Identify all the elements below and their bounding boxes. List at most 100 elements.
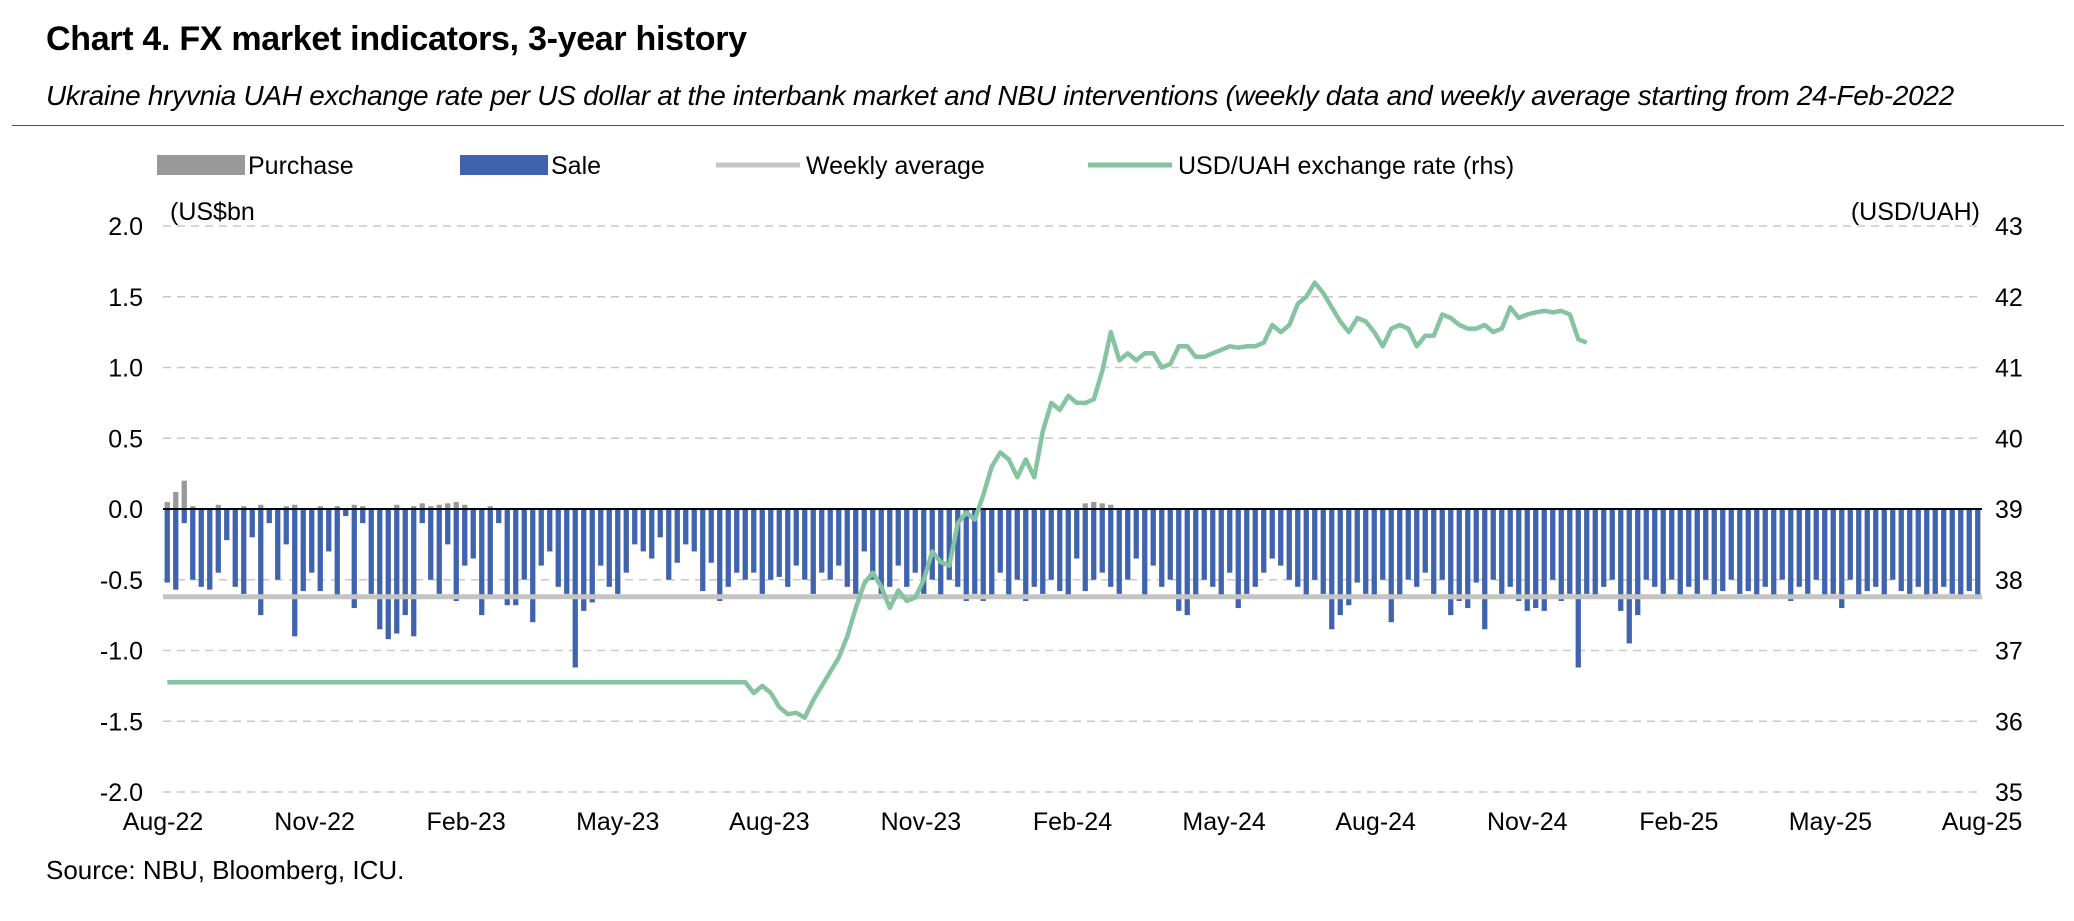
- sale-bar: [1660, 509, 1666, 594]
- sale-bar: [479, 509, 485, 616]
- sale-bar: [1771, 509, 1777, 597]
- sale-bar: [955, 509, 961, 587]
- sale-bar: [1278, 509, 1284, 566]
- sale-bar: [1856, 509, 1862, 597]
- sale-bar: [1269, 509, 1275, 559]
- sale-bar: [538, 509, 544, 566]
- sale-bar: [1380, 509, 1386, 580]
- sale-bar: [547, 509, 553, 552]
- right-tick-label: 38: [1995, 567, 2023, 595]
- sale-bar: [861, 509, 867, 552]
- sale-bar: [1864, 509, 1870, 592]
- source-note: Source: NBU, Bloomberg, ICU.: [46, 855, 405, 885]
- sale-bar: [1728, 509, 1734, 580]
- sale-bar: [1099, 509, 1105, 573]
- sale-bar: [912, 509, 918, 573]
- sale-bar: [921, 509, 927, 594]
- sale-bar: [249, 509, 255, 538]
- sale-bar: [402, 509, 408, 616]
- sale-bar: [300, 509, 306, 592]
- sale-bar: [759, 509, 765, 594]
- legend-swatch-purchase: [157, 155, 245, 175]
- right-axis-ticks: 43 42 41 40 39 38 37 36 35: [1995, 213, 2023, 807]
- sale-bar: [530, 509, 536, 623]
- sale-bar: [980, 509, 986, 601]
- sale-bar: [700, 509, 706, 592]
- right-tick-label: 40: [1995, 425, 2023, 453]
- sale-bar: [1652, 509, 1658, 587]
- sale-bar: [1677, 509, 1683, 597]
- sale-bar: [963, 509, 969, 601]
- sale-bar: [1694, 509, 1700, 594]
- sale-bar: [674, 509, 680, 563]
- right-tick-label: 39: [1995, 496, 2023, 524]
- sale-bar: [266, 509, 272, 524]
- sale-bar: [895, 509, 901, 566]
- sale-bar: [1541, 509, 1547, 611]
- legend: Purchase Sale Weekly average USD/UAH exc…: [157, 152, 1514, 180]
- left-tick-label: 2.0: [108, 213, 143, 241]
- sale-bar: [504, 509, 510, 606]
- sale-bar: [555, 509, 561, 587]
- sale-bar: [1966, 509, 1972, 592]
- sale-bar: [1031, 509, 1037, 587]
- sale-bar: [1915, 509, 1921, 587]
- sale-bar: [632, 509, 638, 545]
- sale-bar: [870, 509, 876, 580]
- sale-bar: [1839, 509, 1845, 609]
- sale-bar: [436, 509, 442, 594]
- sale-bar: [1116, 509, 1122, 594]
- sale-bar: [198, 509, 204, 587]
- x-tick-label: Feb-23: [427, 808, 506, 836]
- sale-bar: [1796, 509, 1802, 587]
- sale-bar: [1167, 509, 1173, 580]
- left-tick-label: 0.5: [108, 425, 143, 453]
- sale-bar: [717, 509, 723, 601]
- sale-bar: [997, 509, 1003, 573]
- purchase-bar: [487, 506, 493, 509]
- fx-chart: Purchase Sale Weekly average USD/UAH exc…: [100, 152, 2023, 836]
- purchase-bar: [360, 506, 366, 509]
- sale-bar: [1040, 509, 1046, 594]
- left-axis-unit: (US$bn: [170, 198, 255, 226]
- x-tick-label: Nov-24: [1487, 808, 1568, 836]
- purchase-bar: [445, 503, 451, 509]
- sale-bar: [513, 509, 519, 606]
- legend-label-exchange-rate: USD/UAH exchange rate (rhs): [1178, 152, 1514, 180]
- sale-bar: [606, 509, 612, 587]
- right-tick-label: 35: [1995, 779, 2023, 807]
- sale-bar: [615, 509, 621, 594]
- sale-bar: [258, 509, 264, 616]
- sale-bar: [1618, 509, 1624, 611]
- sale-bar: [946, 509, 952, 580]
- x-tick-label: Feb-25: [1639, 808, 1718, 836]
- sale-bar: [1286, 509, 1292, 580]
- chart-subtitle: Ukraine hryvnia UAH exchange rate per US…: [46, 80, 1954, 111]
- sale-bar: [1958, 509, 1964, 597]
- sale-bar: [1745, 509, 1751, 592]
- sale-bar: [1261, 509, 1267, 573]
- sale-bar: [623, 509, 629, 573]
- sale-bar: [1346, 509, 1352, 606]
- sale-bar: [1669, 509, 1675, 580]
- sale-bar: [1448, 509, 1454, 616]
- sale-bar: [572, 509, 578, 668]
- left-tick-label: -2.0: [100, 779, 143, 807]
- sale-bar: [232, 509, 238, 587]
- sale-bar: [1108, 509, 1114, 587]
- sale-bar: [1813, 509, 1819, 580]
- x-tick-label: Aug-22: [123, 808, 204, 836]
- sale-bar: [581, 509, 587, 611]
- sale-bar: [215, 509, 221, 573]
- sale-bar: [1754, 509, 1760, 597]
- sale-bar: [1524, 509, 1530, 611]
- sale-bar: [419, 509, 425, 524]
- sale-bar: [734, 509, 740, 573]
- sale-bar: [785, 509, 791, 587]
- sale-bar: [827, 509, 833, 580]
- sale-bar: [1014, 509, 1020, 580]
- purchase-bar: [317, 506, 323, 509]
- sale-bar: [360, 509, 366, 524]
- sale-bar: [1405, 509, 1411, 580]
- right-tick-label: 37: [1995, 638, 2023, 666]
